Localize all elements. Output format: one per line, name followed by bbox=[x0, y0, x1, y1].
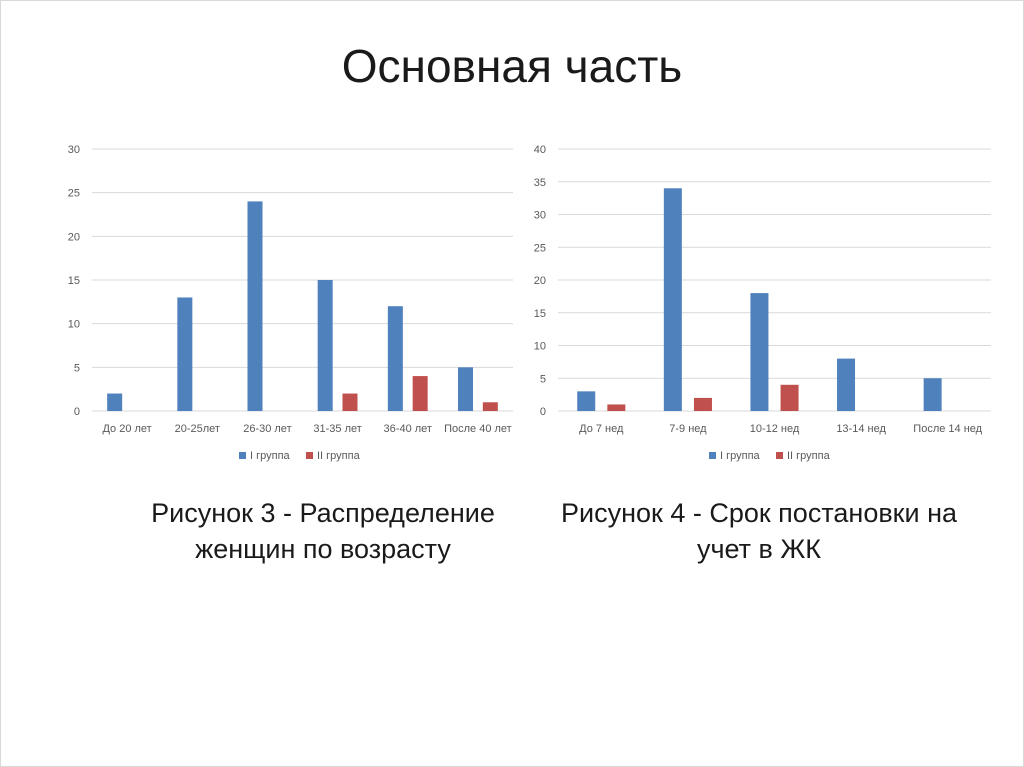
charts-canvas: 0 5 10 15 20 25 30 До 20 лет 20-25лет 26-30 лет 31… bbox=[68, 144, 991, 462]
x-tick-label: 20-25лет bbox=[175, 423, 220, 435]
y-tick-label: 25 bbox=[68, 188, 80, 200]
x-tick-label: До 20 лет bbox=[102, 423, 151, 435]
bar bbox=[458, 367, 474, 411]
x-tick-label: 7-9 нед bbox=[669, 423, 707, 435]
bar bbox=[750, 293, 769, 411]
x-tick-label: После 40 лет bbox=[444, 423, 512, 435]
bar bbox=[780, 384, 799, 411]
bar bbox=[177, 297, 193, 411]
y-tick-label: 20 bbox=[68, 231, 80, 243]
chart-2: 0 5 10 15 20 25 30 35 40 До 7 нед 7-9 нед 10-12 нед… bbox=[534, 144, 991, 462]
y-tick-label: 10 bbox=[534, 341, 546, 353]
y-tick-label: 0 bbox=[74, 406, 80, 418]
y-tick-label: 5 bbox=[540, 373, 546, 385]
y-tick-label: 40 bbox=[534, 144, 546, 156]
bar bbox=[342, 393, 358, 411]
x-tick-label: 13-14 нед bbox=[836, 423, 886, 435]
bar bbox=[663, 188, 682, 411]
x-tick-label: 31-35 лет bbox=[313, 423, 361, 435]
bar bbox=[412, 376, 428, 411]
bar bbox=[482, 402, 498, 411]
x-tick-label: 10-12 нед bbox=[750, 423, 800, 435]
y-tick-label: 30 bbox=[534, 210, 546, 222]
legend-label: II группа bbox=[787, 450, 831, 462]
x-tick-label: 26-30 лет bbox=[243, 423, 291, 435]
legend-swatch bbox=[306, 452, 313, 459]
y-tick-label: 15 bbox=[534, 308, 546, 320]
x-tick-label: До 7 нед bbox=[579, 423, 624, 435]
x-tick-label: После 14 нед bbox=[913, 423, 982, 435]
caption-figure-3-line2: женщин по возрасту bbox=[195, 534, 451, 564]
y-tick-label: 15 bbox=[68, 275, 80, 287]
legend-label: II группа bbox=[317, 450, 361, 462]
bar bbox=[387, 306, 403, 411]
y-tick-label: 0 bbox=[540, 406, 546, 418]
caption-figure-4-line1: Рисунок 4 - Срок постановки на bbox=[561, 498, 957, 528]
bar bbox=[247, 201, 263, 411]
chart-1: 0 5 10 15 20 25 30 До 20 лет 20-25лет 26-30 лет 31… bbox=[68, 144, 513, 462]
caption-figure-3-line1: Рисунок 3 - Распределение bbox=[151, 498, 495, 528]
legend-swatch bbox=[239, 452, 246, 459]
y-tick-label: 35 bbox=[534, 177, 546, 189]
caption-figure-3: Рисунок 3 - Распределение женщин по возр… bbox=[93, 495, 553, 567]
y-tick-label: 5 bbox=[74, 362, 80, 374]
caption-figure-4-line2: учет в ЖК bbox=[696, 534, 822, 564]
bar bbox=[577, 391, 596, 411]
legend-swatch bbox=[776, 452, 783, 459]
caption-figure-4: Рисунок 4 - Срок постановки на учет в ЖК bbox=[529, 495, 989, 567]
slide-title: Основная часть bbox=[341, 40, 683, 92]
y-tick-label: 20 bbox=[534, 275, 546, 287]
x-tick-label: 36-40 лет bbox=[384, 423, 432, 435]
bar bbox=[317, 280, 333, 411]
legend-label: I группа bbox=[720, 450, 761, 462]
bar bbox=[693, 397, 712, 411]
legend-swatch bbox=[709, 452, 716, 459]
bar bbox=[107, 393, 123, 411]
y-tick-label: 10 bbox=[68, 319, 80, 331]
legend-label: I группа bbox=[250, 450, 291, 462]
bar bbox=[837, 358, 856, 411]
y-tick-label: 25 bbox=[534, 242, 546, 254]
bar bbox=[607, 404, 626, 411]
bar bbox=[923, 378, 942, 411]
y-tick-label: 30 bbox=[68, 144, 80, 156]
